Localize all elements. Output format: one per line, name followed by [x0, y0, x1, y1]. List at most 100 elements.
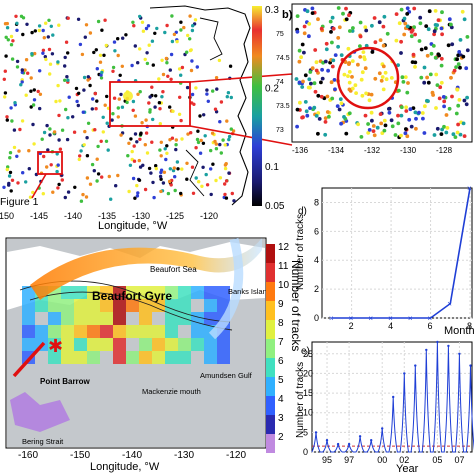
xtick-label: -145 [30, 211, 48, 221]
track-dot [423, 104, 427, 109]
xtick-label: -120 [226, 450, 246, 461]
track-dot [21, 171, 25, 175]
grid-cell [74, 338, 87, 351]
track-dot [339, 101, 344, 106]
track-dot [36, 89, 40, 94]
track-dot [300, 85, 305, 89]
track-dot [224, 196, 229, 200]
track-dot [413, 65, 417, 69]
colorbar-tick-label: 9 [278, 299, 284, 310]
track-dot [446, 43, 451, 48]
track-dot [227, 134, 232, 139]
track-dot [419, 75, 424, 80]
track-dot [437, 96, 442, 101]
track-dot [312, 105, 317, 110]
track-dot [364, 43, 369, 48]
track-dot [465, 35, 470, 39]
grid-cell [165, 325, 178, 338]
track-dot [299, 55, 303, 60]
track-dot [404, 127, 408, 131]
track-dot [460, 9, 465, 14]
track-dot [217, 58, 222, 63]
track-dot [364, 91, 368, 96]
track-dot [66, 51, 70, 55]
track-dot [7, 174, 12, 178]
track-dot [314, 60, 319, 65]
track-dot [168, 68, 172, 72]
track-dot [15, 21, 19, 25]
data-point [392, 395, 395, 399]
xtick-label: -132 [364, 146, 381, 155]
track-dot [417, 110, 421, 115]
track-dot [201, 165, 205, 169]
track-dot [323, 120, 328, 124]
track-dot [465, 95, 469, 100]
xtick-label: 95 [322, 455, 332, 465]
track-dot [461, 54, 466, 59]
grid-cell [204, 286, 217, 299]
track-dot [452, 68, 457, 73]
track-dot [27, 167, 31, 171]
track-dot [369, 92, 374, 97]
track-dot [402, 32, 407, 37]
track-dot [380, 131, 385, 136]
track-dot [88, 31, 93, 35]
track-dot [24, 93, 28, 97]
track-dot [378, 112, 383, 116]
track-dot [302, 31, 307, 36]
track-dot [31, 103, 36, 107]
annotation-arrow [31, 173, 47, 199]
track-dot [66, 78, 70, 82]
track-dot [101, 115, 105, 120]
track-dot [425, 75, 429, 80]
track-dot [210, 131, 215, 135]
track-dot [214, 142, 218, 146]
colorbar-tick-label: 7 [278, 337, 284, 348]
track-dot [117, 97, 122, 101]
grid-cell [48, 351, 61, 364]
track-dot [12, 128, 17, 132]
track-dot [21, 16, 26, 20]
track-dot [2, 185, 6, 189]
track-dot [214, 76, 219, 80]
track-dot [219, 151, 223, 155]
track-dot [143, 143, 147, 147]
grid-cell [22, 299, 35, 312]
data-point: × [408, 314, 413, 323]
track-dot [96, 172, 101, 176]
track-dot [160, 58, 164, 62]
track-dot [132, 159, 137, 163]
track-dot [144, 118, 148, 122]
track-dot [9, 106, 13, 110]
track-dot [154, 164, 158, 168]
track-dot [85, 154, 90, 158]
track-dot [462, 98, 467, 103]
grid-cell [22, 286, 35, 299]
track-dot [378, 38, 383, 42]
colorbar-tick-label: 3 [278, 413, 284, 424]
track-dot [116, 173, 120, 178]
track-dot [439, 26, 444, 31]
track-dot [179, 20, 183, 24]
track-dot [350, 59, 355, 63]
track-dot [405, 6, 410, 11]
track-dot [224, 162, 228, 166]
track-dot [40, 137, 44, 141]
data-point [469, 364, 472, 367]
label-point-barrow: Point Barrow [40, 377, 91, 386]
track-dot [26, 71, 30, 75]
panel-a-coastline [149, 5, 251, 206]
track-dot [55, 152, 59, 156]
panel-e-grid [312, 342, 472, 453]
track-dot [96, 144, 100, 149]
track-dot [179, 73, 183, 77]
grid-cell [126, 351, 139, 364]
track-dot [399, 51, 403, 55]
track-dot [310, 66, 315, 71]
track-dot [161, 181, 166, 185]
track-dot [116, 37, 120, 41]
track-dot [462, 17, 467, 22]
track-dot [86, 121, 91, 126]
track-dot [127, 141, 131, 145]
track-dot [297, 59, 302, 64]
